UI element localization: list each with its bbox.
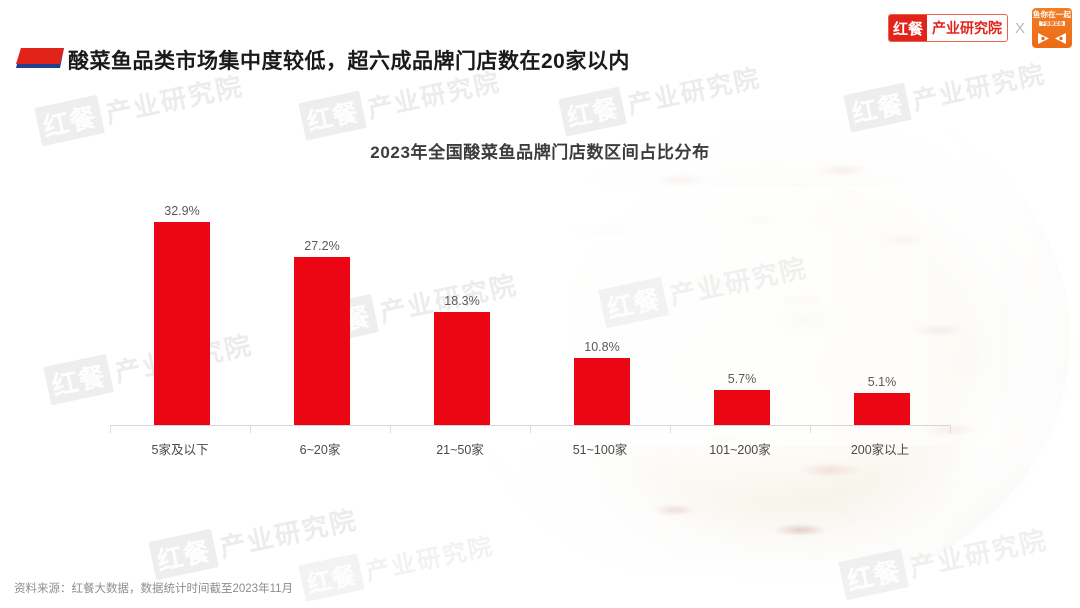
axis-tick — [110, 426, 111, 433]
partner-logo: 鱼你在一起 下饭酸菜鱼 — [1032, 8, 1072, 48]
bar[interactable] — [714, 390, 770, 425]
bowtie-fish-icon — [1038, 33, 1066, 44]
bar[interactable] — [154, 222, 210, 425]
hongcan-logo-text: 产业研究院 — [931, 20, 1002, 36]
x-axis-line — [110, 425, 950, 426]
logo-separator-x: X — [1014, 19, 1025, 37]
bar[interactable] — [574, 358, 630, 425]
bar-value-label: 5.1% — [867, 375, 897, 389]
chart-title: 2023年全国酸菜鱼品牌门店数区间占比分布 — [370, 143, 710, 162]
slide-header: 酸菜鱼品类市场集中度较低，超六成品牌门店数在20家以内 红餐 产业研究院 X 鱼… — [0, 0, 1080, 108]
bar-value-label: 5.7% — [727, 372, 757, 386]
hongcan-logo-mark: 红餐 — [888, 15, 927, 41]
source-note: 资料来源：红餐大数据，数据统计时间截至2023年11月 — [14, 583, 294, 595]
bar[interactable] — [434, 312, 490, 425]
axis-tick — [670, 426, 671, 433]
x-axis-category-label: 6~20家 — [299, 443, 341, 457]
x-axis-category-label: 200家以上 — [850, 443, 910, 457]
partner-logo-line2: 下饭酸菜鱼 — [1038, 20, 1066, 26]
axis-tick — [530, 426, 531, 433]
axis-tick — [810, 426, 811, 433]
axis-tick — [390, 426, 391, 433]
page-title: 酸菜鱼品类市场集中度较低，超六成品牌门店数在20家以内 — [68, 50, 630, 73]
hongcan-logo: 红餐 产业研究院 — [887, 14, 1008, 42]
bar-value-label: 27.2% — [304, 239, 340, 253]
x-axis-category-label: 5家及以下 — [151, 443, 209, 457]
bar-value-label: 10.8% — [584, 340, 620, 354]
bar-value-label: 32.9% — [164, 204, 200, 218]
bar[interactable] — [854, 393, 910, 425]
red-blue-flag-icon — [16, 48, 64, 68]
x-axis-category-label: 21~50家 — [436, 443, 484, 457]
page-number: 7 — [1049, 582, 1056, 594]
axis-tick — [250, 426, 251, 433]
x-axis-category-label: 101~200家 — [709, 443, 771, 457]
bar-value-label: 18.3% — [444, 294, 480, 308]
x-axis-category-label: 51~100家 — [572, 443, 628, 457]
axis-tick — [950, 426, 951, 433]
partner-logo-line1: 鱼你在一起 — [1032, 10, 1072, 19]
bar-chart: 32.9% 27.2% 18.3% 10.8% 5.7% 5.1% 5家及以下 … — [110, 186, 951, 457]
bar[interactable] — [294, 257, 350, 425]
brand-bar: 红餐 产业研究院 X 鱼你在一起 下饭酸菜鱼 — [887, 6, 1072, 50]
